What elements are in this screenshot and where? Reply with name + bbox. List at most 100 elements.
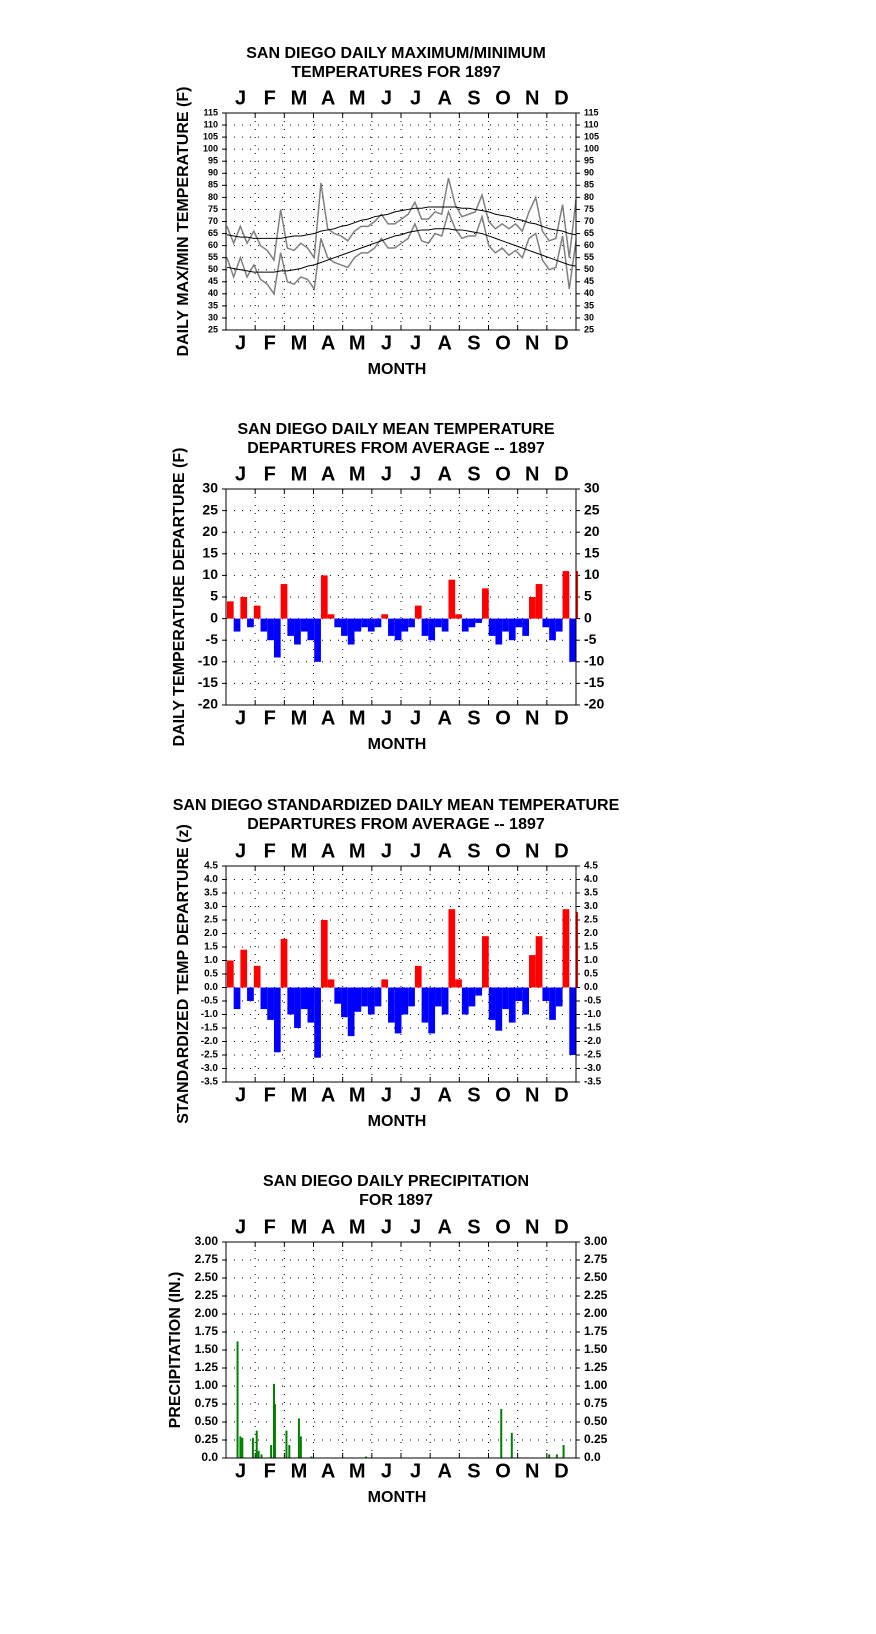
bar — [542, 987, 550, 1001]
bar — [239, 1436, 242, 1458]
y-tick-label: 0.75 — [195, 1396, 219, 1410]
chart-title: TEMPERATURES FOR 1897 — [291, 64, 501, 81]
y-tick-label: 0.25 — [195, 1432, 219, 1446]
y-tick-label: 2.00 — [195, 1306, 219, 1320]
bar — [251, 1437, 254, 1458]
bar — [388, 618, 395, 636]
bar — [240, 597, 248, 619]
y-tick-label: 20 — [202, 523, 218, 539]
month-label: J — [235, 707, 246, 729]
month-label: J — [235, 463, 246, 485]
y-tick-label: -1.5 — [201, 1023, 219, 1034]
bar — [354, 618, 362, 632]
bar — [502, 987, 509, 1010]
month-label: A — [321, 1216, 335, 1238]
month-label: J — [235, 1460, 246, 1482]
month-label: F — [264, 840, 276, 862]
bar — [294, 987, 301, 1028]
chart-title: FOR 1897 — [359, 1192, 433, 1209]
y-tick-label: -10 — [198, 653, 218, 669]
month-label: F — [264, 332, 276, 354]
month-label: N — [525, 463, 539, 485]
month-label: D — [554, 1216, 568, 1238]
bar — [270, 1445, 273, 1458]
y-tick-label: 85 — [584, 180, 594, 190]
month-label: A — [438, 332, 452, 354]
bar — [273, 1404, 276, 1458]
y-tick-label: 85 — [208, 180, 218, 190]
y-tick-label: 4.5 — [584, 861, 598, 872]
bar — [300, 987, 308, 1010]
month-label: A — [321, 1460, 335, 1482]
y-tick-label: 0.0 — [584, 1450, 601, 1464]
bar — [240, 949, 248, 988]
bar — [374, 987, 382, 1007]
bar — [508, 987, 516, 1023]
chart: SAN DIEGO STANDARDIZED DAILY MEAN TEMPER… — [173, 797, 620, 1130]
bar — [257, 1450, 260, 1458]
bar — [226, 601, 234, 619]
month-label: O — [495, 87, 511, 109]
month-label: A — [321, 840, 335, 862]
month-label: M — [291, 1216, 308, 1238]
y-tick-label: 70 — [584, 216, 594, 226]
month-label: J — [235, 332, 246, 354]
y-tick-label: 4.0 — [584, 874, 598, 885]
y-tick-label: 15 — [202, 545, 218, 561]
month-label: N — [525, 332, 539, 354]
y-tick-label: 45 — [584, 276, 594, 286]
y-tick-label: 20 — [584, 523, 600, 539]
y-tick-label: 0.5 — [204, 969, 218, 980]
y-tick-label: 115 — [203, 107, 218, 117]
bar — [367, 987, 375, 1015]
month-label: D — [554, 1084, 568, 1106]
bar — [310, 1456, 313, 1458]
y-tick-label: 0 — [584, 609, 592, 625]
y-tick-label: 4.0 — [204, 874, 218, 885]
month-label: F — [264, 87, 276, 109]
y-tick-label: 5 — [584, 588, 592, 604]
month-label: M — [349, 1460, 366, 1482]
month-label: M — [291, 840, 308, 862]
month-label: J — [381, 1460, 392, 1482]
month-label: F — [264, 1460, 276, 1482]
month-label: J — [410, 463, 421, 485]
month-label: J — [381, 840, 392, 862]
y-tick-label: 1.0 — [204, 955, 218, 966]
bar — [529, 597, 536, 619]
y-tick-label: 4.5 — [204, 861, 218, 872]
bar — [555, 1454, 558, 1458]
y-tick-label: 2.5 — [204, 915, 218, 926]
bar — [247, 618, 254, 628]
month-label: M — [349, 463, 366, 485]
y-tick-label: -3.0 — [584, 1063, 602, 1074]
bar — [260, 1454, 263, 1458]
y-tick-label: 1.50 — [195, 1342, 219, 1356]
bar — [314, 618, 321, 662]
y-tick-label: 3.0 — [204, 901, 218, 912]
chart-title: SAN DIEGO DAILY MAXIMUM/MINIMUM — [246, 45, 546, 62]
bar — [241, 1437, 244, 1458]
bar — [441, 618, 449, 632]
bar — [455, 614, 462, 619]
bar — [236, 1341, 239, 1458]
bar — [367, 618, 375, 632]
y-tick-label: 0.0 — [201, 1450, 218, 1464]
month-label: A — [321, 1084, 335, 1106]
month-label: N — [525, 840, 539, 862]
y-tick-label: 30 — [584, 480, 600, 496]
y-tick-label: -0.5 — [584, 996, 602, 1007]
month-label: A — [438, 840, 452, 862]
bar — [448, 579, 456, 619]
y-tick-label: 90 — [208, 168, 218, 178]
month-label: S — [467, 840, 480, 862]
bar — [408, 987, 415, 1007]
month-label: M — [349, 1084, 366, 1106]
y-tick-label: 1.00 — [584, 1378, 608, 1392]
y-tick-label: 1.00 — [195, 1378, 219, 1392]
bar — [233, 618, 241, 632]
month-label: F — [264, 707, 276, 729]
month-label: J — [410, 1216, 421, 1238]
y-tick-label: 90 — [584, 168, 594, 178]
